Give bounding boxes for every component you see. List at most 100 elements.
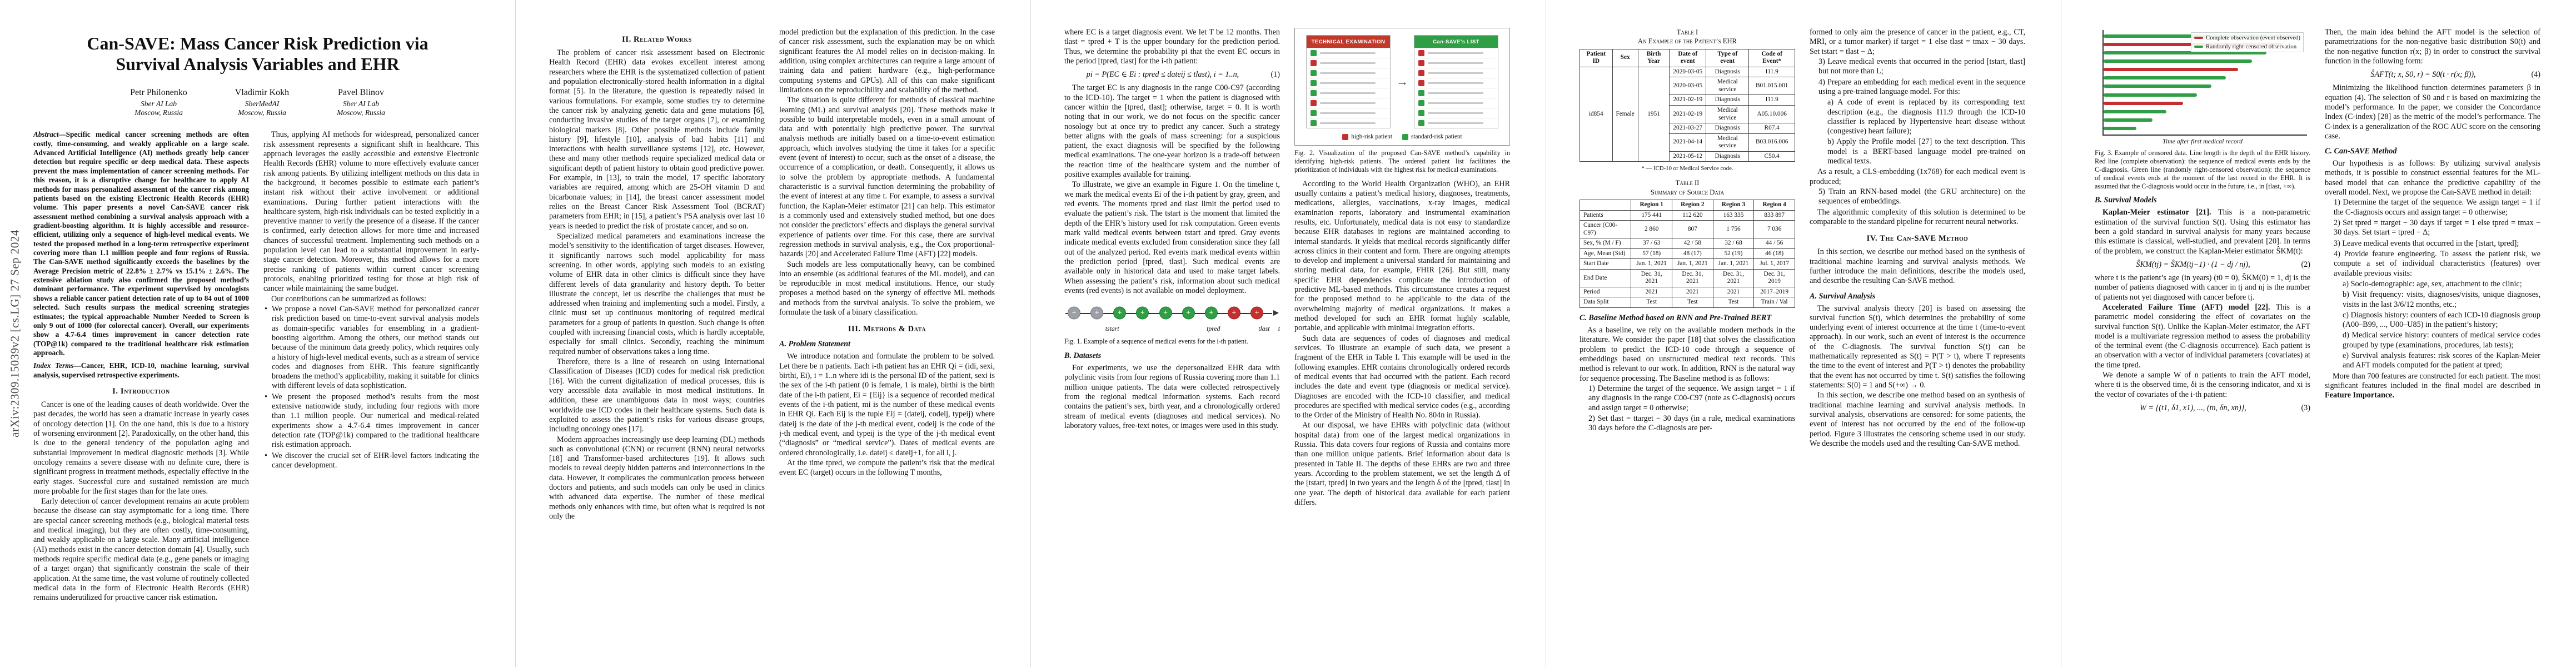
patient-name-placeholder — [1320, 82, 1376, 84]
medical-event-icon: + — [1250, 306, 1263, 320]
time-axis-label: t — [1278, 325, 1280, 333]
table-1-label: Table I — [1676, 28, 1698, 36]
subsection-problem-statement: A. Problem Statement — [779, 340, 851, 349]
author-city: Moscow, Russia — [337, 108, 385, 117]
paragraph: At the time tpred, we compute the patien… — [779, 458, 995, 477]
section-methods-data: III. Methods & Data — [848, 325, 926, 334]
medical-event-icon: + — [1090, 306, 1104, 320]
patient-name-placeholder — [1320, 62, 1376, 64]
fig3-x-axis-label: Time after first medical record — [2163, 137, 2243, 145]
arxiv-stamp: arXiv:2309.15039v2 [cs.LG] 27 Sep 2024 — [8, 230, 22, 437]
table-header-row: Patient ID Sex Birth Year Date of event … — [1580, 48, 1795, 67]
table-cell: Test — [1672, 297, 1713, 308]
page-3: where EC is a target diagnosis event. We… — [1030, 0, 1546, 667]
paragraph: where EC is a target diagnosis event. We… — [1064, 28, 1280, 66]
table-header-row: Region 1 Region 2 Region 3 Region 4 — [1580, 200, 1795, 211]
cell-code: R07.4 — [1748, 123, 1795, 134]
table-cell: Period — [1580, 286, 1632, 298]
cell-code: I11.9 — [1748, 94, 1795, 106]
table-cell: Age, Mean (Std) — [1580, 248, 1632, 260]
censored-observation-bar — [2104, 59, 2253, 63]
table-cell: Train / Val — [1753, 297, 1795, 308]
paragraph: More than 700 features are constructed f… — [2325, 372, 2540, 401]
subsection-cansave-method: C. Can-SAVE Method — [2325, 147, 2397, 156]
cell-code: I11.9 — [1748, 66, 1795, 78]
table-cell: 1 756 — [1712, 220, 1755, 239]
patient-row — [1414, 68, 1498, 78]
paragraph: Such data are sequences of codes of diag… — [1294, 334, 1510, 420]
fig2-panels: TECHNICAL EXAMINATION → Can-SAVE’s LIST — [1301, 35, 1504, 128]
paragraph: As a baseline, we rely on the available … — [1580, 326, 1795, 383]
table-cell: Sex, % (M / F) — [1580, 238, 1632, 249]
tpred-label: tpred — [1207, 325, 1220, 333]
cansave-list-panel: Can-SAVE’s LIST — [1414, 35, 1498, 128]
table-cell: Jan. 1, 2021 — [1712, 258, 1755, 270]
table-1-footnote: * — ICD-10 or Medical Service code. — [1641, 165, 1733, 172]
cell-code: B01.015.001 — [1748, 77, 1795, 96]
page-2-col-2: model prediction but the explanation of … — [779, 28, 995, 647]
patient-row — [1307, 78, 1390, 88]
paragraph: Cancer is one of the leading causes of d… — [33, 400, 249, 496]
table-cell: End Date — [1580, 268, 1632, 287]
author-affiliation: SberMedAI — [245, 99, 280, 108]
medical-event-icon: + — [1182, 306, 1195, 320]
cell-type: Medical service — [1706, 133, 1750, 152]
patient-name-placeholder — [1320, 122, 1376, 124]
patient-icon — [1311, 80, 1317, 86]
paragraph: formed to only aim the presence of cance… — [1810, 28, 2025, 56]
author-block: Petr Philonenko Sber AI Lab Moscow, Russ… — [33, 88, 482, 118]
paragraph: Therefore, there is a line of research o… — [549, 357, 765, 434]
patient-name-placeholder — [1320, 112, 1376, 114]
km-estimator-text: This is a non-parametric estimation of t… — [2095, 208, 2310, 256]
page-5-columns: Complete observation (event observed) Ran… — [2095, 28, 2543, 647]
table-row: 2021-05-12 Diagnosis C50.4 — [1580, 151, 1795, 162]
aft-model-text: This is a parametric model considering t… — [2095, 302, 2310, 370]
page-1-col-1: Abstract—Specific medical cancer screeni… — [33, 130, 249, 647]
cell-code: A05.10.006 — [1748, 104, 1795, 124]
cell-date: 2020-03-05 — [1669, 77, 1707, 96]
censored-observation-bar — [2104, 126, 2136, 130]
baseline-step: 4) Prepare an embedding for each medical… — [1818, 77, 2025, 96]
legend-marker — [2194, 37, 2203, 39]
figure-2-caption: Fig. 2. Visualization of the proposed Ca… — [1294, 149, 1510, 174]
table-row: 2021-04-14 Medical service B03.016.006 — [1580, 133, 1795, 152]
feature-importance-ref: Feature Importance. — [2325, 391, 2395, 400]
patient-icon — [1418, 110, 1424, 116]
paragraph: model prediction but the explanation of … — [779, 28, 995, 94]
fig2-left-rows — [1307, 48, 1390, 128]
patient-row — [1307, 118, 1390, 128]
patient-name-placeholder — [1428, 62, 1483, 64]
technical-examination-panel: TECHNICAL EXAMINATION — [1306, 35, 1391, 128]
author-name: Petr Philonenko — [130, 87, 187, 97]
fig1-timeline: + + + + + + + + + — [1064, 301, 1280, 325]
patient-name-placeholder — [1320, 92, 1376, 94]
fig2-right-rows — [1414, 48, 1498, 128]
table-cell: Jan. 1, 2021 — [1672, 258, 1713, 270]
complete-observation-bar — [2104, 68, 2238, 72]
figure-3-caption-label: Fig. 3. — [2095, 149, 2113, 157]
patient-row — [1414, 78, 1498, 88]
patient-icon — [1311, 60, 1317, 66]
patient-name-placeholder — [1320, 102, 1376, 104]
patient-icon — [1418, 50, 1424, 56]
patient-name-placeholder — [1320, 72, 1376, 74]
baseline-step: 1) Determine the target of the sequence.… — [1588, 384, 1795, 412]
legend-marker — [1402, 133, 1408, 140]
equation-number: (3) — [2301, 404, 2310, 412]
col-code: Code of Event* — [1748, 48, 1795, 67]
table-1: Patient ID Sex Birth Year Date of event … — [1580, 48, 1795, 162]
figure-1-caption: Fig. 1. Example of a sequence of medical… — [1064, 337, 1280, 346]
page-1: arXiv:2309.15039v2 [cs.LG] 27 Sep 2024 C… — [0, 0, 515, 667]
table-cell: Dec. 31, 2021 — [1712, 268, 1755, 287]
col-date: Date of event — [1669, 48, 1707, 67]
equation-formula: ŜKM(tj) = ŜKM(tj−1) · (1 − dj / nj), — [2136, 260, 2250, 269]
fig1-labels: tstart tpred tlast t — [1064, 325, 1280, 334]
table-cell: 44 / 56 — [1753, 238, 1795, 249]
paragraph: Our contributions can be summarized as f… — [271, 294, 426, 303]
cell-patient-id: id854 — [1580, 66, 1613, 162]
patient-row — [1414, 108, 1498, 118]
paragraph: Modern approaches increasingly use deep … — [549, 435, 765, 521]
equation-km: ŜKM(tj) = ŜKM(tj−1) · (1 − dj / nj), (2) — [2095, 260, 2310, 270]
cansave-substep: e) Survival analysis features: risk scor… — [2343, 351, 2540, 370]
